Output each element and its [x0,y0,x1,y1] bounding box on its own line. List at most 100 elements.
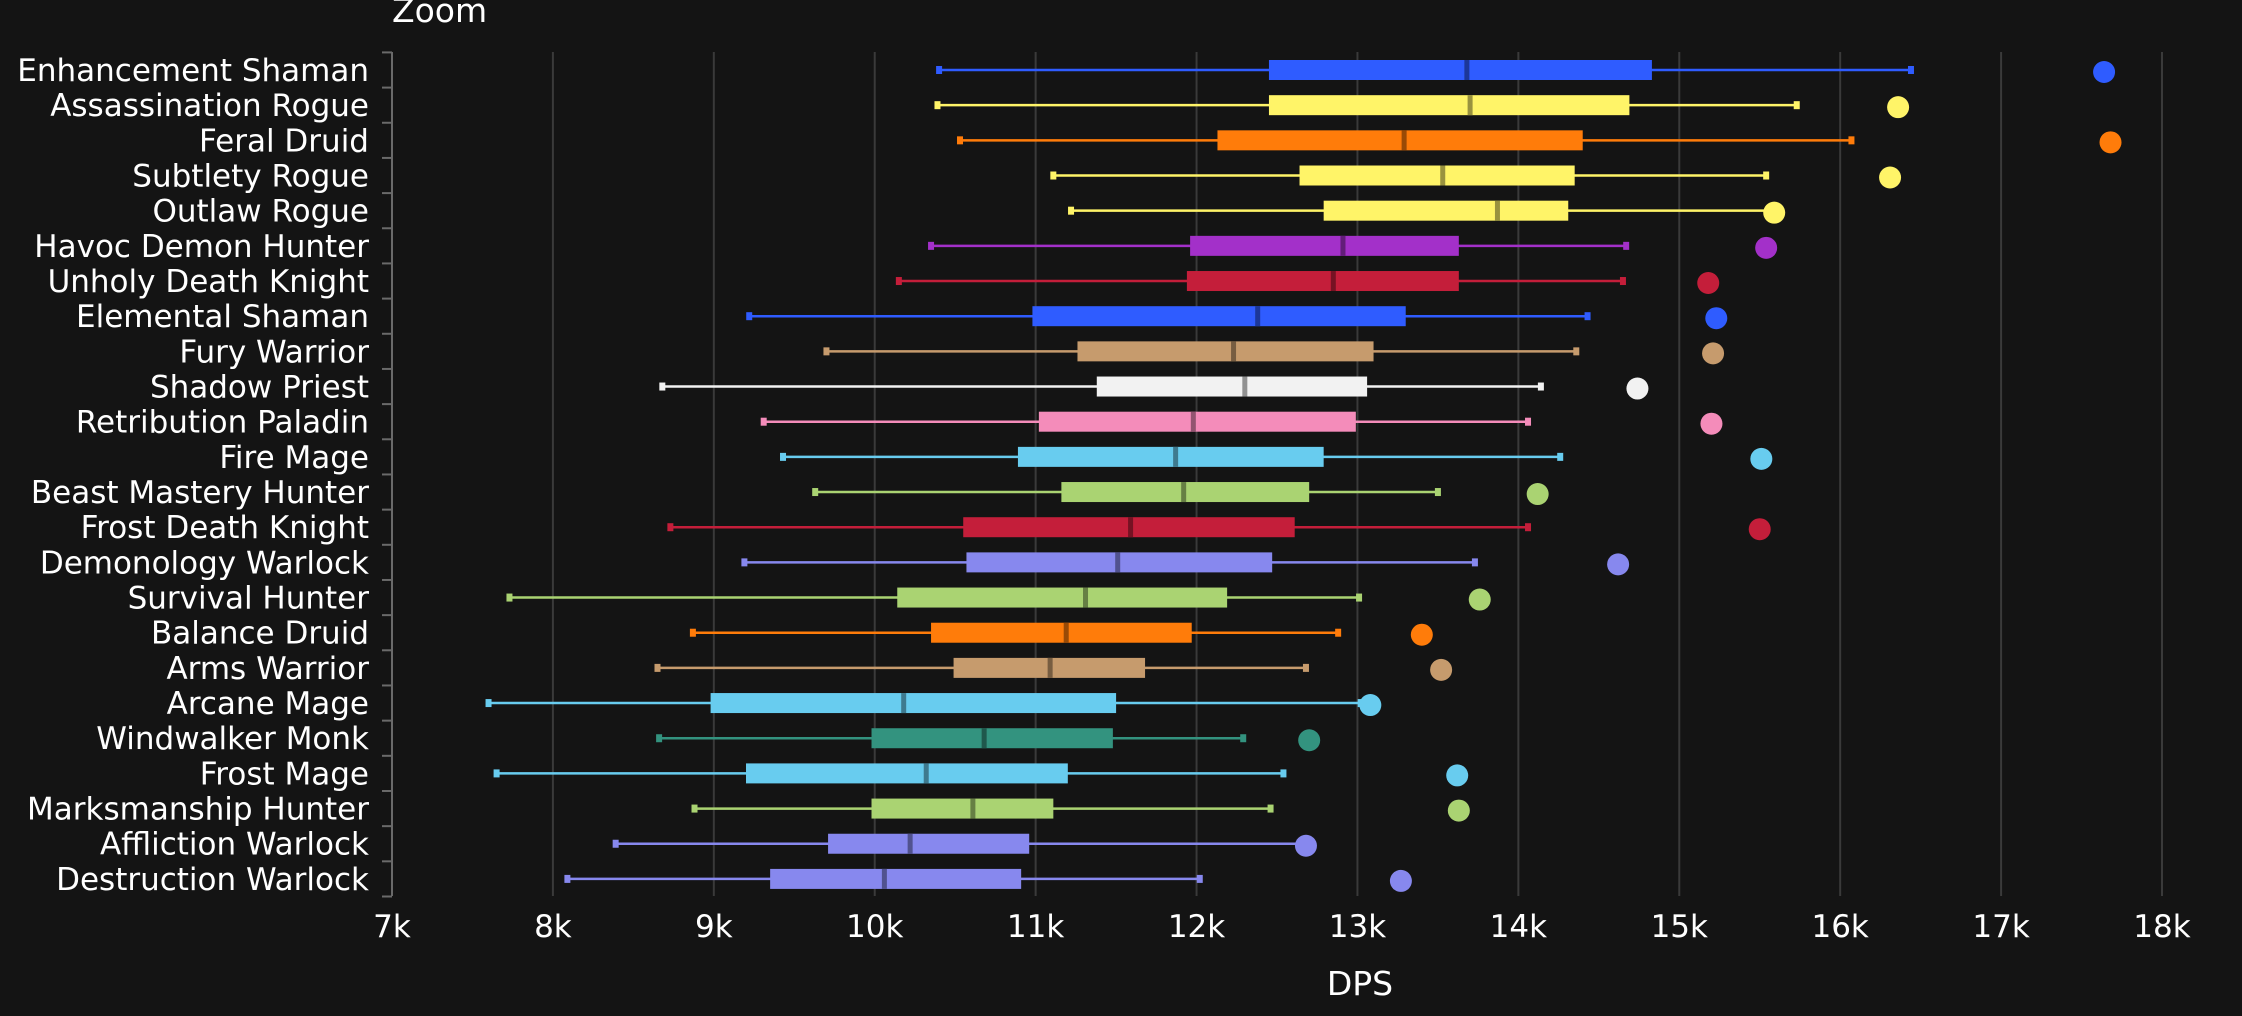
whisker-cap-max [1584,312,1591,321]
whisker-cap-max [1280,769,1287,778]
max-point[interactable] [1755,236,1778,259]
max-point[interactable] [1526,483,1549,506]
iqr-box[interactable] [770,868,1022,889]
max-point[interactable] [1446,764,1469,787]
iqr-box[interactable] [931,622,1192,643]
spec-row[interactable] [760,411,1723,435]
spec-row[interactable] [667,517,1771,541]
iqr-box[interactable] [871,798,1054,819]
max-point[interactable] [1763,201,1786,224]
spec-row[interactable] [485,693,1382,717]
spec-label: Retribution Paladin [76,405,369,441]
spec-row[interactable] [741,552,1630,576]
max-point[interactable] [1705,307,1728,330]
whisker-cap-min [691,804,698,813]
whisker-cap-min [760,417,767,426]
max-point[interactable] [1750,447,1773,470]
spec-row[interactable] [934,95,1910,119]
max-point[interactable] [2093,61,2116,83]
spec-row[interactable] [689,622,1433,646]
max-point[interactable] [1700,412,1723,435]
x-tick-label: 7k [373,909,411,945]
median-marker [1440,165,1446,186]
iqr-box[interactable] [1299,165,1575,186]
spec-row[interactable] [823,341,1725,365]
x-tick-labels: 7k 8k 9k 10k 11k 12k 13k 14k 15k 16k 17k 18k [373,909,2191,945]
median-marker [923,763,929,784]
median-marker [1083,587,1089,608]
spec-label: Fury Warrior [179,334,369,370]
iqr-box[interactable] [1217,130,1583,151]
iqr-box[interactable] [1038,411,1356,432]
max-point[interactable] [1410,623,1433,646]
max-point[interactable] [1294,834,1317,857]
spec-row[interactable] [812,482,1549,506]
spec-row[interactable] [895,271,1720,295]
spec-row[interactable] [506,587,1491,611]
spec-label: Shadow Priest [150,370,369,406]
whisker-cap-max [1619,277,1626,286]
iqr-box[interactable] [710,693,1117,714]
spec-row[interactable] [957,130,2122,154]
spec-label: Marksmanship Hunter [27,792,369,828]
boxes [485,60,2122,892]
spec-row[interactable] [656,728,1321,752]
spec-row[interactable] [928,235,1778,259]
iqr-box[interactable] [1186,271,1459,292]
x-tick-label: 10k [846,909,903,945]
iqr-box[interactable] [1032,306,1406,327]
max-point[interactable] [1697,272,1720,295]
whisker-cap-min [780,452,787,461]
spec-label: Demonology Warlock [40,545,369,581]
x-tick-label: 18k [2133,909,2190,945]
iqr-box[interactable] [1017,446,1324,467]
max-point[interactable] [1468,588,1491,611]
iqr-box[interactable] [1268,60,1652,80]
spec-row[interactable] [780,446,1773,470]
iqr-box[interactable] [828,833,1030,854]
max-point[interactable] [1430,658,1453,681]
iqr-box[interactable] [1096,376,1368,397]
median-marker [1115,552,1121,573]
spec-row[interactable] [659,376,1649,400]
spec-label: Elemental Shaman [76,299,369,335]
whisker-cap-max [1471,558,1478,567]
max-point[interactable] [1447,799,1470,822]
median-marker [1173,446,1179,467]
whisker-cap-max [1434,488,1441,497]
median-marker [981,728,987,749]
max-point[interactable] [1626,377,1649,400]
spec-row[interactable] [612,833,1317,857]
iqr-box[interactable] [1077,341,1374,362]
max-point[interactable] [1702,342,1725,365]
x-tick-label: 13k [1329,909,1386,945]
spec-row[interactable] [1068,200,1786,224]
max-point[interactable] [1887,96,1910,119]
x-tick-label: 17k [1972,909,2029,945]
max-point[interactable] [1298,729,1321,752]
max-point[interactable] [1359,694,1382,717]
iqr-box[interactable] [1190,235,1459,256]
spec-label: Frost Death Knight [81,510,369,546]
spec-row[interactable] [1050,165,1902,189]
spec-row[interactable] [691,798,1470,822]
x-tick-label: 16k [1811,909,1868,945]
iqr-box[interactable] [897,587,1228,608]
max-point[interactable] [1748,518,1771,541]
zoom-label[interactable]: Zoom [392,0,487,30]
iqr-box[interactable] [1323,200,1569,221]
median-marker [1063,622,1069,643]
max-point[interactable] [1389,869,1412,892]
max-point[interactable] [1607,553,1630,576]
median-marker [901,693,907,714]
iqr-box[interactable] [1268,95,1630,116]
spec-row[interactable] [654,657,1453,681]
iqr-box[interactable] [871,728,1113,749]
iqr-box[interactable] [746,763,1068,784]
spec-row[interactable] [564,868,1412,892]
max-point[interactable] [1879,166,1902,189]
spec-row[interactable] [493,763,1469,787]
max-point[interactable] [2099,131,2122,154]
spec-row[interactable] [936,60,2116,83]
spec-row[interactable] [746,306,1728,330]
